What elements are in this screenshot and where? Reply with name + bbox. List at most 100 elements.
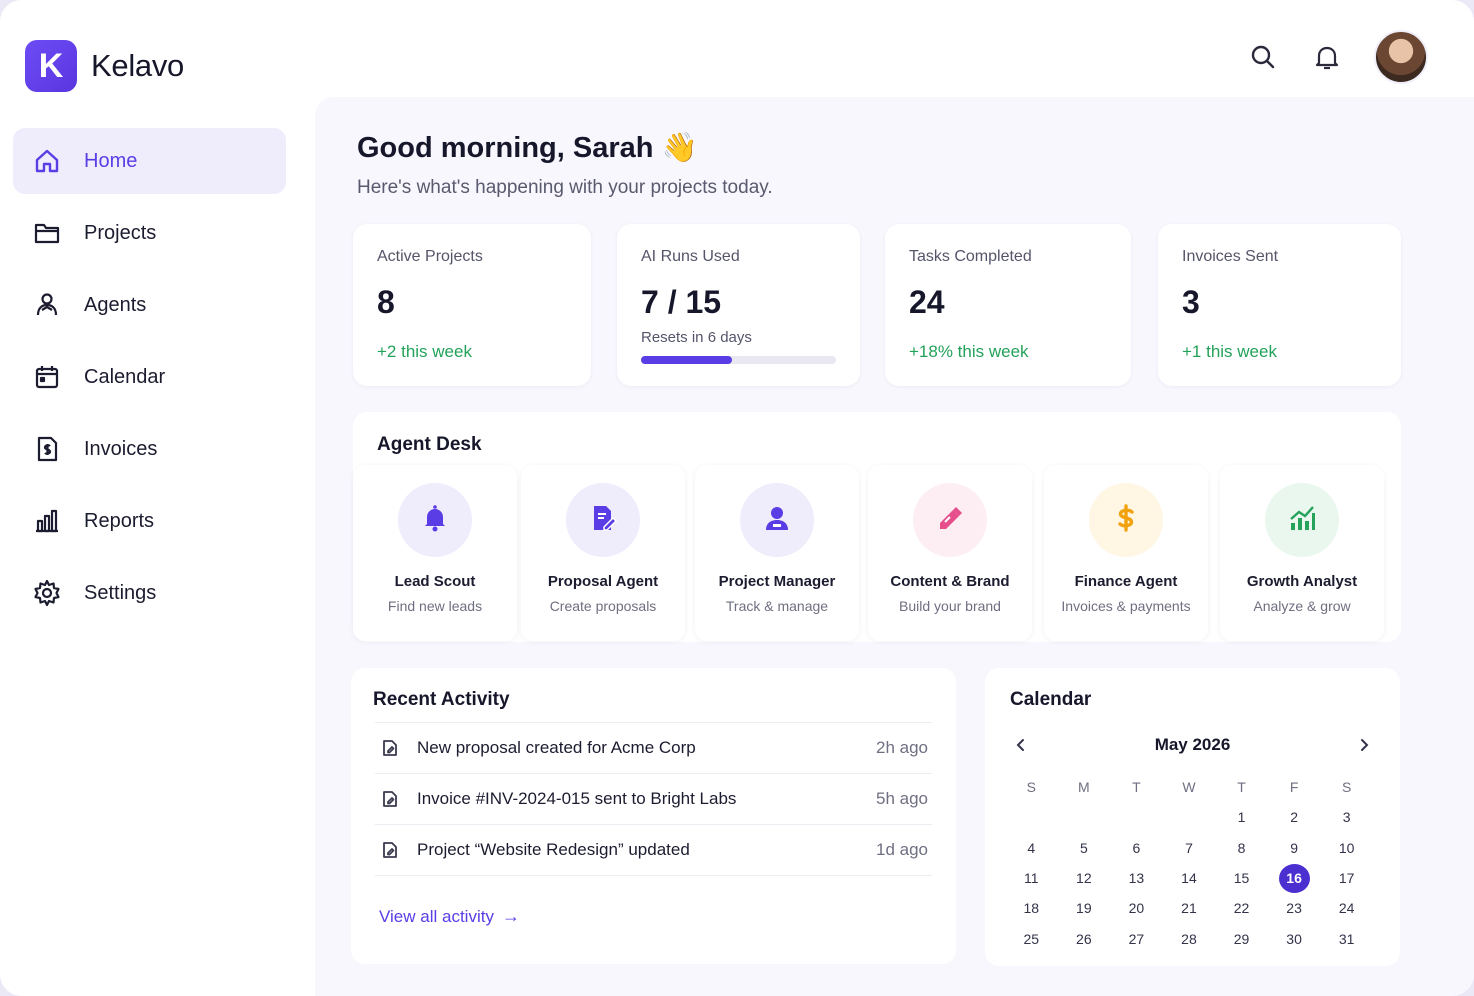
home-icon [33,147,61,175]
sidebar-item-reports[interactable]: Reports [13,488,286,554]
user-avatar[interactable] [1374,30,1428,84]
sidebar-item-home[interactable]: Home [13,128,286,194]
stat-card-ai-runs[interactable]: AI Runs Used 7 / 15 Resets in 6 days [617,224,860,386]
calendar-day[interactable]: 10 [1320,833,1373,863]
calendar-day[interactable]: 18 [1005,893,1058,923]
calendar-day[interactable]: 20 [1110,893,1163,923]
calendar-day[interactable]: 21 [1163,893,1216,923]
calendar-day[interactable]: 9 [1268,833,1321,863]
calendar-day[interactable]: 2 [1268,802,1321,832]
calendar-day[interactable]: 1 [1215,802,1268,832]
calendar-day[interactable]: 7 [1163,833,1216,863]
agent-name: Project Manager [718,573,836,590]
brush-icon [935,503,965,538]
list-item[interactable]: Invoice #INV-2024-015 sent to Bright Lab… [375,774,932,825]
calendar-day[interactable]: 16 [1268,863,1321,893]
recent-activity-panel: Recent Activity New proposal created for… [351,668,956,964]
stat-value: 3 [1182,284,1200,320]
sidebar-item-invoices[interactable]: Invoices [13,416,286,482]
calendar-panel: Calendar May 2026 S M T W T F S 1 2 3 4 5 6 7 8 9 10 11 12… [985,668,1400,966]
logo[interactable]: K Kelavo [25,40,184,92]
reports-icon [33,507,61,535]
sidebar-item-settings[interactable]: Settings [13,560,286,626]
calendar-empty-cell [1163,802,1216,832]
stat-label: Invoices Sent [1182,248,1279,265]
view-all-activity-link[interactable]: View all activity → [379,906,520,927]
calendar-month: May 2026 [1154,735,1231,754]
calendar-day[interactable]: 15 [1215,863,1268,893]
search-icon[interactable] [1246,40,1280,74]
bell-icon[interactable] [1310,40,1344,74]
calendar-day-number: 11 [1024,870,1039,887]
calendar-day[interactable]: 28 [1163,924,1216,954]
agent-card-content-brand[interactable]: Content & Brand Build your brand [868,465,1032,641]
document-icon [381,739,403,757]
section-title: Agent Desk [377,434,482,455]
agent-card-project-manager[interactable]: Project Manager Track & manage [695,465,859,641]
calendar-day-number: 24 [1338,900,1355,917]
calendar-day-number: 2 [1290,809,1298,826]
calendar-day-number: 9 [1290,839,1298,856]
calendar-day[interactable]: 4 [1005,833,1058,863]
manager-icon [762,503,792,538]
section-title: Recent Activity [373,689,510,710]
agent-card-finance-agent[interactable]: Finance Agent Invoices & payments [1044,465,1208,641]
calendar-day[interactable]: 22 [1215,893,1268,923]
calendar-day-number: 7 [1185,839,1193,856]
agent-desk: Agent Desk Lead Scout Find new leads Pro… [353,412,1401,642]
calendar-day[interactable]: 30 [1268,924,1321,954]
calendar-day[interactable]: 5 [1058,833,1111,863]
sidebar-item-agents[interactable]: Agents [13,272,286,338]
calendar-grid: S M T W T F S 1 2 3 4 5 6 7 8 9 10 11 12 13 14 15 16 17 18 19 20 21… [1005,772,1373,954]
agent-card-growth-analyst[interactable]: Growth Analyst Analyze & grow [1220,465,1384,641]
calendar-day[interactable]: 12 [1058,863,1111,893]
calendar-day-number: 17 [1338,870,1355,887]
calendar-day[interactable]: 29 [1215,924,1268,954]
calendar-day-number: 28 [1181,930,1197,947]
calendar-day[interactable]: 24 [1320,893,1373,923]
agent-card-lead-scout[interactable]: Lead Scout Find new leads [353,465,517,641]
list-item[interactable]: Project “Website Redesign” updated 1d ag… [375,825,932,876]
calendar-day[interactable]: 23 [1268,893,1321,923]
activity-time: 1d ago [876,840,928,859]
ai-runs-progress-bar [641,356,836,364]
calendar-day[interactable]: 11 [1005,863,1058,893]
calendar-day[interactable]: 25 [1005,924,1058,954]
agent-name: Lead Scout [394,573,476,590]
calendar-day-number: 8 [1237,839,1246,856]
calendar-day[interactable]: 14 [1163,863,1216,893]
sidebar-item-label: Settings [84,581,157,604]
sidebar-item-projects[interactable]: Projects [13,200,286,266]
gear-icon [33,579,61,607]
calendar-day[interactable]: 31 [1320,924,1373,954]
page-title: Good morning, Sarah 👋 [357,132,698,164]
view-all-label: View all activity [379,906,494,926]
calendar-day[interactable]: 3 [1320,802,1373,832]
growth-chart-icon [1287,503,1317,538]
calendar-day[interactable]: 8 [1215,833,1268,863]
stat-card-invoices-sent[interactable]: Invoices Sent 3 +1 this week [1158,224,1401,386]
stat-label: Tasks Completed [909,248,1032,265]
calendar-week-row: 18 19 20 21 22 23 24 [1005,893,1373,923]
chevron-right-icon[interactable] [1353,734,1375,756]
agent-desc: Build your brand [899,598,1001,614]
stat-card-active-projects[interactable]: Active Projects 8 +2 this week [353,224,591,386]
calendar-day-number: 26 [1076,930,1092,947]
list-item[interactable]: New proposal created for Acme Corp 2h ag… [375,723,932,774]
calendar-day[interactable]: 26 [1058,924,1111,954]
sidebar-item-calendar[interactable]: Calendar [13,344,286,410]
calendar-day[interactable]: 19 [1058,893,1111,923]
agent-icon-circle [1089,483,1163,557]
calendar-header: May 2026 [1010,734,1375,756]
stat-card-tasks-completed[interactable]: Tasks Completed 24 +18% this week [885,224,1131,386]
calendar-day[interactable]: 17 [1320,863,1373,893]
folder-icon [33,219,61,247]
calendar-day[interactable]: 6 [1110,833,1163,863]
agent-card-proposal-agent[interactable]: Proposal Agent Create proposals [521,465,685,641]
calendar-day[interactable]: 13 [1110,863,1163,893]
calendar-day[interactable]: 27 [1110,924,1163,954]
chevron-left-icon[interactable] [1010,734,1032,756]
stat-change: +1 this week [1182,342,1277,361]
weekday-label: T [1237,779,1246,796]
